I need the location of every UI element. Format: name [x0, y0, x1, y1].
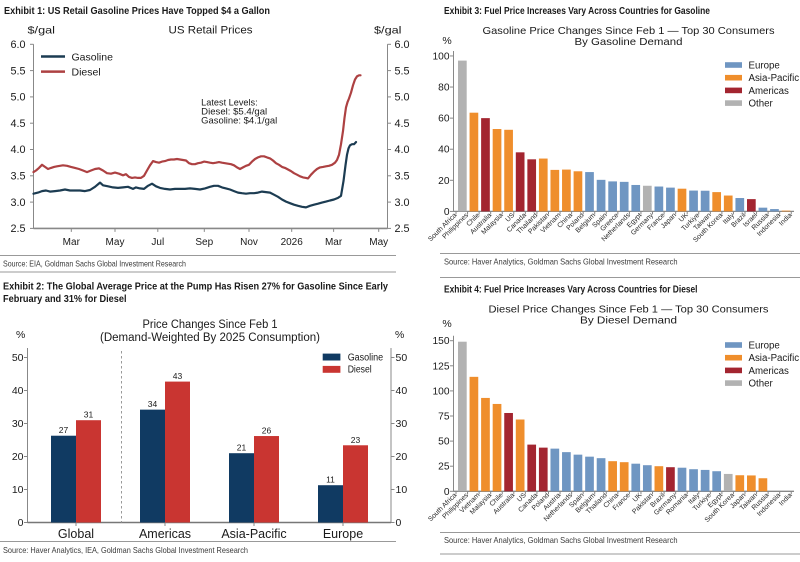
svg-text:5.5: 5.5: [10, 65, 25, 77]
svg-text:125: 125: [433, 361, 450, 372]
svg-text:Gasoline: Gasoline: [72, 52, 114, 64]
svg-text:Jul: Jul: [151, 237, 164, 248]
svg-text:100: 100: [433, 386, 450, 397]
svg-text:Diesel: Diesel: [348, 365, 372, 376]
svg-text:31: 31: [84, 410, 94, 420]
svg-text:100: 100: [433, 52, 450, 63]
svg-text:4.0: 4.0: [395, 144, 410, 156]
svg-text:Sep: Sep: [195, 237, 213, 248]
svg-text:6.0: 6.0: [10, 39, 25, 51]
svg-text:26: 26: [262, 426, 272, 436]
svg-text:43: 43: [173, 371, 183, 381]
svg-text:20: 20: [438, 176, 450, 187]
svg-text:(Demand-Weighted By 2025 Consu: (Demand-Weighted By 2025 Consumption): [100, 332, 320, 344]
svg-text:Exhibit 4: Fuel Price Increase: Exhibit 4: Fuel Price Increases Vary Acr…: [444, 284, 698, 295]
svg-text:40: 40: [12, 385, 24, 397]
svg-text:Asia-Pacific: Asia-Pacific: [221, 527, 286, 541]
svg-text:2.5: 2.5: [10, 223, 25, 235]
svg-text:0: 0: [396, 517, 402, 529]
svg-text:4.0: 4.0: [10, 144, 25, 156]
svg-text:50: 50: [12, 352, 24, 364]
svg-text:By Gasoline Demand: By Gasoline Demand: [575, 36, 683, 48]
svg-text:$/gal: $/gal: [28, 25, 56, 37]
svg-text:Exhibit 1: US Retail Gasoline: Exhibit 1: US Retail Gasoline Prices Hav…: [4, 6, 270, 17]
svg-text:Mar: Mar: [63, 237, 81, 248]
svg-text:Gasoline: Gasoline: [348, 352, 384, 363]
svg-text:0: 0: [18, 517, 24, 529]
svg-text:60: 60: [438, 114, 450, 125]
svg-text:Other: Other: [749, 99, 774, 110]
svg-text:Price Changes Since Feb 1: Price Changes Since Feb 1: [143, 319, 278, 331]
svg-text:May: May: [106, 237, 125, 248]
svg-text:3.0: 3.0: [395, 197, 410, 209]
svg-text:Global: Global: [58, 527, 94, 541]
svg-text:3.0: 3.0: [10, 197, 25, 209]
svg-text:3.5: 3.5: [395, 171, 410, 183]
svg-text:Asia-Pacific: Asia-Pacific: [749, 73, 800, 84]
svg-text:US Retail Prices: US Retail Prices: [169, 25, 254, 37]
svg-text:21: 21: [237, 443, 247, 453]
svg-text:20: 20: [396, 451, 408, 463]
svg-text:10: 10: [12, 484, 24, 496]
svg-text:25: 25: [438, 462, 450, 473]
svg-text:Diesel: $5.4/gal: Diesel: $5.4/gal: [201, 106, 267, 116]
svg-text:80: 80: [438, 83, 450, 94]
svg-text:30: 30: [396, 418, 408, 430]
svg-text:5.0: 5.0: [10, 92, 25, 104]
svg-text:Source: EIA, Goldman Sachs Glo: Source: EIA, Goldman Sachs Global Invest…: [3, 260, 186, 269]
svg-text:4.5: 4.5: [395, 118, 410, 130]
svg-text:5.0: 5.0: [395, 92, 410, 104]
svg-text:40: 40: [438, 145, 450, 156]
svg-text:2.5: 2.5: [395, 223, 410, 235]
svg-text:Source: Haver Analytics, IEA,: Source: Haver Analytics, IEA, Goldman Sa…: [3, 546, 248, 555]
svg-text:Exhibit 3: Fuel Price Increase: Exhibit 3: Fuel Price Increases Vary Acr…: [444, 6, 710, 17]
svg-text:Source: Haver Analytics, Goldm: Source: Haver Analytics, Goldman Sachs G…: [444, 536, 678, 545]
svg-text:2026: 2026: [281, 237, 304, 248]
svg-text:Gasoline Price Changes Since F: Gasoline Price Changes Since Feb 1 — Top…: [483, 25, 775, 37]
svg-text:0: 0: [444, 207, 450, 218]
svg-text:Americas: Americas: [139, 527, 191, 541]
svg-text:50: 50: [396, 352, 408, 364]
svg-text:23: 23: [351, 435, 361, 445]
svg-text:Source: Haver Analytics, Goldm: Source: Haver Analytics, Goldman Sachs G…: [444, 258, 678, 267]
svg-text:Exhibit 2: The Global Average: Exhibit 2: The Global Average Price at t…: [3, 282, 388, 293]
svg-text:Americas: Americas: [749, 366, 790, 377]
svg-text:11: 11: [326, 475, 335, 485]
svg-text:4.5: 4.5: [10, 118, 25, 130]
svg-text:%: %: [442, 35, 451, 47]
svg-text:Europe: Europe: [323, 527, 363, 541]
svg-text:34: 34: [148, 399, 158, 409]
svg-text:Europe: Europe: [749, 340, 780, 351]
svg-text:%: %: [16, 329, 25, 341]
svg-text:6.0: 6.0: [395, 39, 410, 51]
svg-text:Nov: Nov: [240, 237, 258, 248]
svg-text:3.5: 3.5: [10, 171, 25, 183]
svg-text:0: 0: [444, 487, 450, 498]
svg-text:Mar: Mar: [325, 237, 343, 248]
svg-text:5.5: 5.5: [395, 65, 410, 77]
svg-text:27: 27: [59, 425, 69, 435]
svg-text:Other: Other: [749, 379, 774, 390]
svg-text:40: 40: [396, 385, 408, 397]
svg-text:50: 50: [438, 437, 450, 448]
svg-text:May: May: [369, 237, 388, 248]
svg-text:30: 30: [12, 418, 24, 430]
svg-text:%: %: [395, 329, 404, 341]
svg-text:%: %: [442, 318, 451, 330]
svg-text:February and 31% for Diesel: February and 31% for Diesel: [3, 294, 127, 305]
svg-text:Asia-Pacific: Asia-Pacific: [749, 353, 800, 364]
svg-text:75: 75: [438, 412, 450, 423]
svg-text:10: 10: [396, 484, 408, 496]
svg-text:Americas: Americas: [749, 86, 790, 97]
svg-text:Latest Levels:: Latest Levels:: [201, 98, 258, 108]
svg-text:20: 20: [12, 451, 24, 463]
svg-text:$/gal: $/gal: [374, 25, 402, 37]
svg-text:Gasoline: $4.1/gal: Gasoline: $4.1/gal: [201, 115, 277, 125]
svg-text:Diesel: Diesel: [72, 67, 101, 79]
svg-text:By Diesel Demand: By Diesel Demand: [580, 315, 677, 327]
svg-text:Diesel Price Changes Since Feb: Diesel Price Changes Since Feb 1 — Top 3…: [489, 304, 769, 316]
svg-text:150: 150: [433, 336, 450, 347]
svg-text:Europe: Europe: [749, 60, 780, 71]
